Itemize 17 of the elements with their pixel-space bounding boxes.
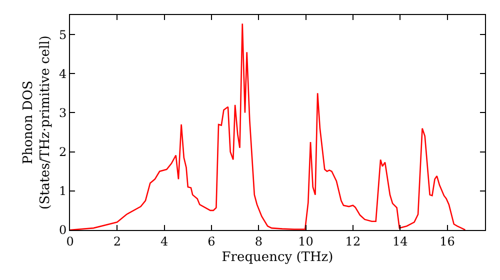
x-tick-label: 2 (113, 234, 121, 248)
y-axis-title: Phonon DOS (States/THz·primitive cell) (21, 35, 53, 210)
line-series (70, 22, 466, 230)
y-tick-label: 0 (58, 223, 67, 238)
y-tick-label: 3 (58, 106, 67, 120)
x-tick-label: 10 (298, 234, 314, 248)
y-tick-label: 1 (58, 184, 67, 198)
x-axis-title: Frequency (THz) (222, 250, 334, 265)
y-tick-label: 2 (58, 145, 67, 160)
x-tick-label: 12 (345, 234, 361, 248)
x-tick-label: 14 (392, 234, 408, 248)
x-tick-label: 16 (440, 234, 455, 248)
x-tick-label: 6 (208, 234, 216, 248)
y-tick-label: 4 (58, 66, 67, 81)
y-tick-label: 5 (58, 28, 67, 42)
x-tick-label: 8 (254, 234, 262, 248)
x-tick-label: 4 (160, 234, 168, 248)
